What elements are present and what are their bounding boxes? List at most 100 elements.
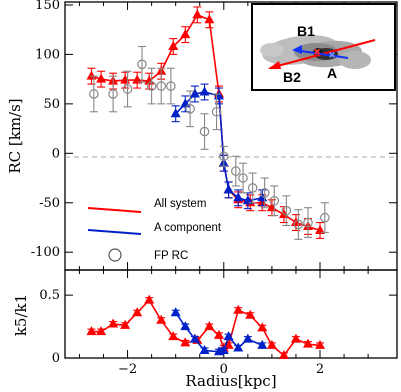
k5k1-x-ticks: −2 0 2 — [78, 270, 369, 377]
legend-swatch-all-system — [87, 207, 142, 213]
x-axis-title: Radius[kpc] — [185, 372, 276, 390]
rc-all-system-point — [180, 29, 191, 39]
inset-red-arrowhead — [268, 61, 281, 69]
inset-image: ✖ ✖ B1 B2 A — [251, 3, 396, 91]
rc-y-tick-label: 150 — [35, 0, 60, 13]
inset-blue-axis — [293, 49, 349, 59]
rc-fp-rc-point — [146, 81, 157, 91]
rc-fp-rc-point — [122, 84, 133, 94]
rc-x-ticks — [78, 2, 369, 270]
rc-all-system-point — [168, 41, 179, 51]
rc-series-fp-rc — [89, 45, 330, 240]
inset-label-a: A — [327, 65, 337, 81]
legend-label-all-system: All system — [154, 198, 206, 210]
rc-fp-rc-point — [303, 217, 313, 228]
rc-fp-rc-point — [218, 151, 229, 162]
k5k1-all-system-point — [266, 339, 277, 349]
k5k1-a-component-point — [223, 331, 234, 341]
rc-fp-rc-point — [247, 183, 258, 193]
rc-a-component-point — [233, 192, 244, 202]
rc-fp-rc-point — [269, 195, 280, 206]
k5k1-y-tick-label: 0 — [52, 351, 60, 366]
inset-blue-center-marker: ✖ — [328, 51, 336, 61]
k5k1-all-system-point — [204, 321, 215, 331]
k5k1-all-system-point — [108, 318, 119, 328]
k5k1-y-ticks: 0.50 — [39, 288, 397, 366]
k5k1-a-component-point — [257, 339, 268, 349]
rc-all-system-point — [120, 74, 131, 84]
legend-label-a-component: A component — [154, 222, 222, 234]
k5k1-series-a-component — [170, 307, 268, 356]
x-tick-label: 0 — [220, 362, 228, 377]
k5k1-y-axis-title: k5/k1 — [12, 294, 30, 336]
rc-fp-rc-point — [211, 106, 222, 117]
k5k1-series — [86, 294, 326, 359]
rc-fp-rc-point — [259, 188, 270, 198]
rc-a-component-point — [242, 195, 253, 205]
k5k1-a-component-point — [189, 333, 200, 343]
k5k1-all-system-line — [91, 298, 321, 357]
rc-y-tick-label: 50 — [43, 97, 60, 112]
rc-all-system-point — [192, 9, 203, 19]
rc-a-component-point — [189, 88, 200, 98]
rc-fp-rc-point — [320, 212, 330, 223]
k5k1-y-tick-label: 0.5 — [39, 288, 60, 303]
k5k1-a-component-point — [199, 344, 210, 354]
k5k1-a-component-point — [170, 307, 181, 317]
k5k1-all-system-point — [302, 338, 313, 348]
k5k1-all-system-point — [144, 294, 155, 304]
rc-fp-rc-point — [166, 81, 176, 91]
rc-all-system-line — [91, 13, 321, 232]
rc-all-system-point — [315, 224, 326, 234]
rc-fp-rc-point — [199, 126, 210, 137]
rc-fp-rc-point — [185, 104, 195, 114]
k5k1-panel: 0.50 −2 0 2 k5/k1 Radius[kpc] — [12, 269, 398, 390]
rc-y-tick-label: -100 — [31, 245, 60, 260]
rc-y-axis-title: RC [km/s] — [6, 98, 24, 173]
k5k1-all-system-point — [278, 349, 289, 359]
rc-fp-rc-point — [137, 59, 147, 70]
k5k1-all-system-point — [96, 326, 107, 336]
k5k1-all-system-point — [213, 329, 224, 339]
k5k1-panel-frame — [64, 269, 398, 359]
legend-label-fp-rc: FP RC — [154, 250, 188, 262]
k5k1-all-system-point — [223, 339, 234, 349]
rc-fp-rc-point — [231, 166, 241, 176]
rc-all-system-point — [86, 70, 97, 80]
rc-fp-rc-point — [293, 219, 304, 230]
rc-y-tick-label: 100 — [35, 47, 60, 62]
k5k1-all-system-point — [180, 337, 191, 347]
k5k1-a-component-point — [242, 333, 253, 343]
k5k1-a-component-point — [233, 342, 244, 352]
k5k1-all-system-point — [132, 307, 143, 317]
k5k1-all-system-point — [86, 326, 97, 336]
k5k1-all-system-point — [120, 319, 131, 329]
inset-red-center-marker: ✖ — [313, 48, 321, 58]
rc-y-tick-label: -50 — [39, 196, 60, 211]
rc-y-tick-label: 0 — [52, 146, 60, 161]
k5k1-all-system-point — [315, 339, 326, 349]
rc-legend: All system A component FP RC — [87, 198, 222, 262]
rc-a-component-point — [223, 184, 234, 194]
rc-a-component-point — [199, 86, 210, 96]
rc-y-ticks: 150 100 50 0 -50 -100 — [31, 0, 397, 260]
k5k1-all-system-point — [245, 309, 256, 319]
legend-swatch-fp-rc — [108, 248, 122, 262]
inset-label-b2: B2 — [283, 69, 301, 85]
rc-fp-rc-point — [108, 89, 118, 99]
rc-fp-rc-point — [281, 205, 292, 216]
rc-series — [86, 6, 330, 240]
rc-fp-rc-point — [238, 173, 248, 183]
k5k1-all-system-point — [168, 331, 179, 341]
k5k1-all-system-point — [233, 304, 244, 314]
x-tick-label: 2 — [316, 362, 324, 377]
k5k1-all-system-point — [156, 314, 167, 324]
rc-all-system-point — [132, 74, 143, 84]
rc-a-component-point — [170, 108, 181, 118]
rc-all-system-point — [204, 14, 215, 24]
inset-label-b1: B1 — [297, 23, 315, 39]
rc-panel: 150 100 50 0 -50 -100 RC [km/s] All system A … — [6, 0, 398, 271]
rc-fp-rc-point — [156, 81, 167, 91]
legend-swatch-a-component — [87, 229, 142, 235]
